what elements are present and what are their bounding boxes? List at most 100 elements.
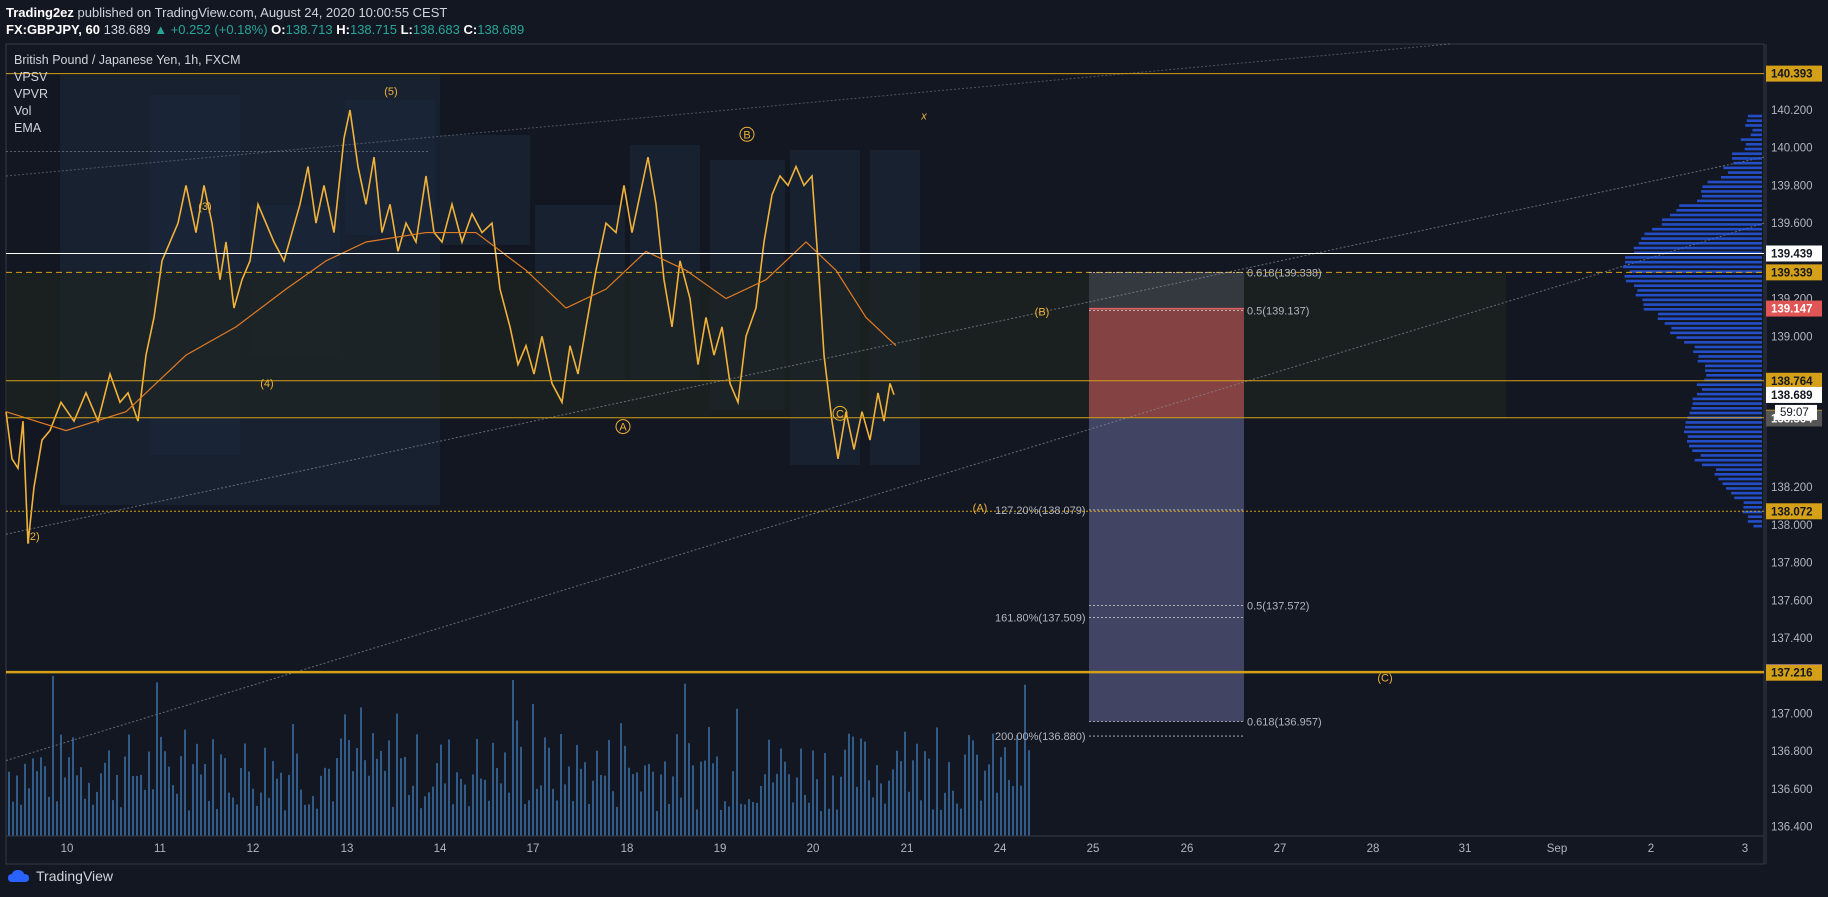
- x-tick-label: 2: [1648, 843, 1654, 855]
- fib-label: 0.618(136.957): [1247, 717, 1322, 729]
- volume-bar: [972, 740, 974, 836]
- volume-bar: [272, 761, 274, 836]
- price-tag-label: 140.393: [1771, 69, 1813, 81]
- volume-bar: [828, 808, 830, 836]
- study-legend: British Pound / Japanese Yen, 1h, FXCM V…: [14, 52, 241, 137]
- volume-bar: [548, 747, 550, 836]
- volume-profile-bar: [1657, 317, 1762, 321]
- volume-bar: [908, 791, 910, 836]
- volume-bar: [936, 727, 938, 836]
- fib-label: 200.00%(136.880): [995, 731, 1086, 743]
- legend-title[interactable]: British Pound / Japanese Yen, 1h, FXCM: [14, 53, 241, 67]
- volume-bar: [536, 788, 538, 836]
- volume-bar: [116, 774, 118, 836]
- volume-bar: [240, 768, 242, 836]
- volume-bar: [868, 780, 870, 836]
- volume-bar: [528, 800, 530, 836]
- volume-bar: [520, 746, 522, 836]
- legend-study[interactable]: Vol: [14, 104, 32, 118]
- volume-profile-bar: [1633, 284, 1762, 288]
- volume-profile-bar: [1638, 242, 1762, 245]
- volume-profile-bar: [1692, 402, 1762, 405]
- y-tick-label: 139.000: [1771, 331, 1813, 343]
- y-tick-label: 140.200: [1771, 105, 1813, 117]
- x-tick-label: 17: [527, 843, 540, 855]
- volume-bar: [764, 774, 766, 836]
- volume-bar: [968, 735, 970, 836]
- y-tick-label: 139.600: [1771, 218, 1813, 230]
- legend-study[interactable]: VPVR: [14, 87, 49, 101]
- volume-bar: [376, 758, 378, 836]
- volume-bar: [720, 809, 722, 836]
- volume-bar: [572, 801, 574, 836]
- volume-bar: [492, 742, 494, 836]
- session-box: [870, 150, 920, 465]
- price-tag-label: 139.339: [1771, 267, 1813, 279]
- volume-bar: [284, 810, 286, 836]
- session-box: [150, 95, 240, 455]
- tradingview-logo[interactable]: TradingView: [8, 868, 113, 884]
- volume-bar: [176, 793, 178, 836]
- fib-label: 0.618(139.338): [1247, 268, 1322, 280]
- volume-bar: [472, 774, 474, 836]
- volume-bar: [252, 788, 254, 836]
- author-name[interactable]: Trading2ez: [6, 5, 74, 20]
- wave-label: (4): [260, 378, 273, 390]
- volume-bar: [328, 768, 330, 836]
- volume-bar: [692, 765, 694, 836]
- symbol-label[interactable]: FX:GBPJPY, 60: [6, 22, 100, 37]
- volume-bar: [540, 785, 542, 836]
- volume-bar: [876, 765, 878, 836]
- volume-bar: [920, 800, 922, 836]
- volume-profile-bar: [1701, 194, 1762, 198]
- volume-bar: [64, 777, 66, 836]
- volume-profile-bar: [1752, 128, 1762, 132]
- last-price: 138.689: [103, 22, 151, 37]
- wave-label: A: [619, 422, 627, 434]
- volume-bar: [784, 761, 786, 836]
- volume-bar: [244, 743, 246, 836]
- volume-profile-bar: [1698, 355, 1762, 358]
- volume-bar: [684, 683, 686, 836]
- price-tag-label: 138.764: [1771, 376, 1813, 388]
- wave-label: (B): [1035, 307, 1050, 319]
- fib-label: 161.80%(137.509): [995, 612, 1086, 624]
- y-tick-label: 137.600: [1771, 595, 1813, 607]
- volume-bar: [408, 794, 410, 836]
- open-label: O:: [271, 22, 286, 37]
- volume-bar: [260, 792, 262, 836]
- legend-study[interactable]: EMA: [14, 121, 42, 135]
- volume-profile-bar: [1702, 185, 1762, 189]
- price-tag: [1766, 65, 1822, 82]
- volume-profile-bar: [1714, 473, 1762, 476]
- y-tick-label: 140.000: [1771, 143, 1813, 155]
- volume-bar: [964, 754, 966, 836]
- volume-profile-bar: [1745, 124, 1762, 127]
- volume-bar: [308, 804, 310, 836]
- volume-profile-bar: [1658, 312, 1762, 316]
- legend-study[interactable]: VPSV: [14, 70, 48, 84]
- volume-bar: [732, 771, 734, 836]
- volume-bar: [392, 806, 394, 836]
- volume-profile-bar: [1684, 425, 1762, 429]
- volume-bar: [1020, 785, 1022, 836]
- volume-profile-bar: [1733, 161, 1762, 165]
- wave-label: C: [836, 408, 844, 420]
- high-label: H:: [336, 22, 350, 37]
- volume-profile-bar: [1664, 322, 1762, 325]
- volume-bar: [80, 767, 82, 836]
- open-value: 138.713: [285, 22, 333, 37]
- range-shade: [6, 272, 1506, 418]
- volume-profile-bar: [1676, 336, 1762, 339]
- volume-bar: [1004, 747, 1006, 836]
- volume-bar: [316, 808, 318, 836]
- volume-bar: [912, 760, 914, 836]
- volume-bar: [904, 731, 906, 836]
- volume-profile-bar: [1625, 279, 1762, 283]
- volume-bar: [164, 751, 166, 836]
- volume-bar: [944, 792, 946, 836]
- volume-bar: [432, 786, 434, 836]
- x-tick-label: 24: [994, 843, 1007, 855]
- volume-bar: [736, 708, 738, 836]
